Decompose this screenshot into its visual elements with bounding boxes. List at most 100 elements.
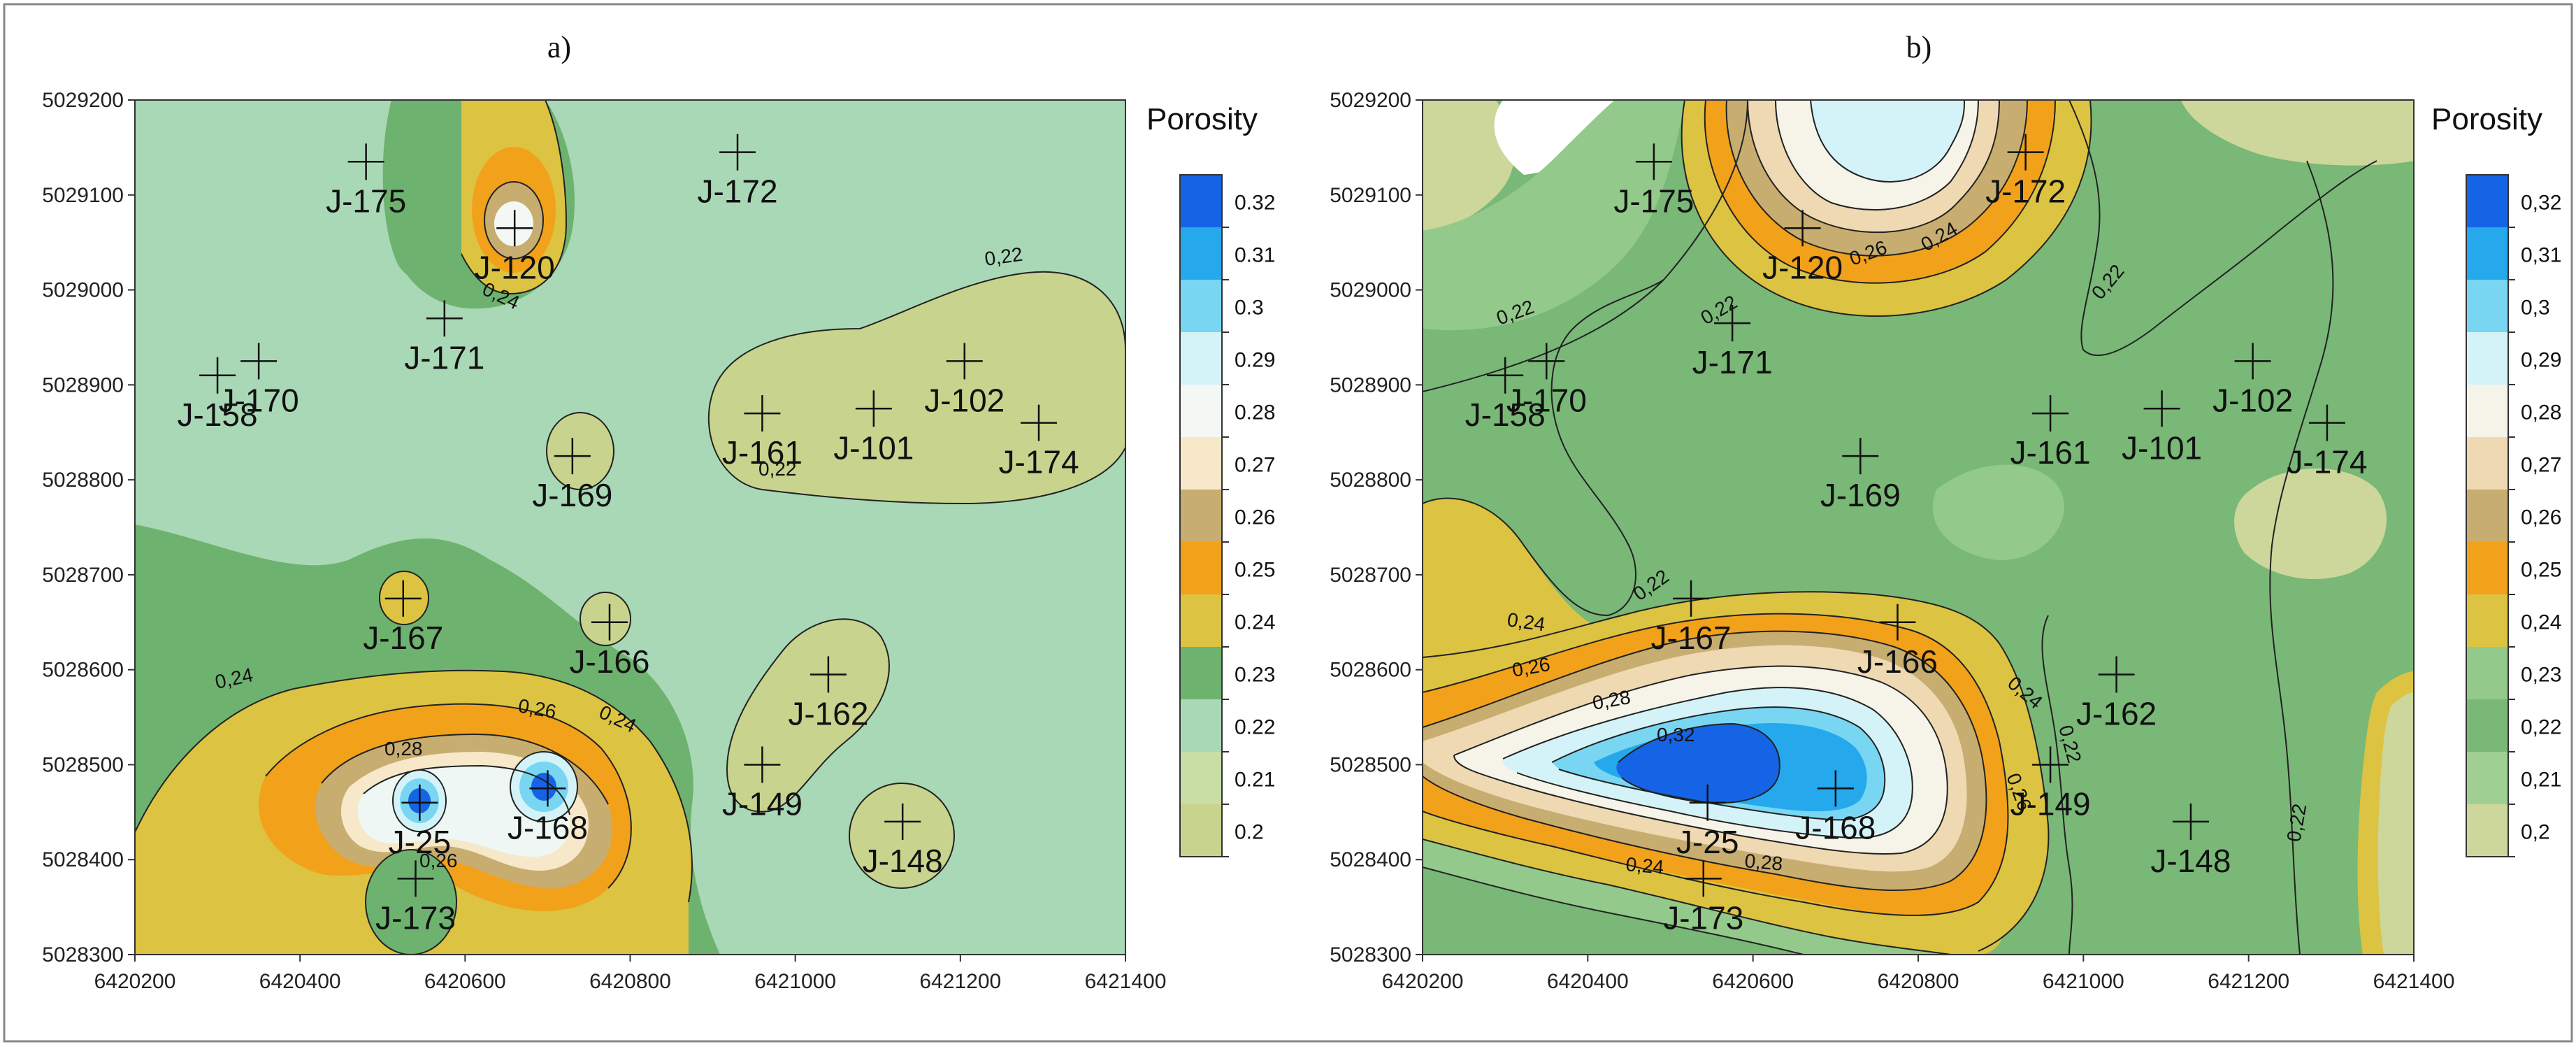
panel-a-axes: 6420200 6420400 6420600 6420800 6421000 64212…: [42, 89, 1166, 993]
x-tick-label: 6420600: [1712, 970, 1794, 993]
legend-label: 0.21: [1235, 769, 1275, 792]
legend-swatch: [2466, 752, 2508, 804]
well-label: J-102: [2212, 382, 2293, 418]
legend-swatch: [1180, 227, 1222, 280]
legend-frame: [2466, 174, 2509, 857]
well-label: J-173: [375, 899, 456, 936]
legend-label: 0.22: [1235, 716, 1275, 739]
well-label: J-169: [532, 477, 612, 513]
well-marker: J-161: [2010, 395, 2091, 471]
panel-a-title: a): [547, 30, 571, 64]
legend-swatch: [1180, 594, 1222, 647]
y-tick-label: 5028900: [1330, 373, 1411, 397]
x-tick-label: 6420200: [94, 970, 176, 993]
y-tick-label: 5028300: [1330, 943, 1411, 966]
legend-swatch: [1180, 490, 1222, 542]
well-label: J-168: [508, 809, 588, 845]
legend-swatch: [2466, 647, 2508, 699]
well-marker: J-174: [998, 404, 1079, 480]
well-label: J-174: [998, 444, 1079, 480]
x-tick-label: 6420200: [1382, 970, 1464, 993]
legend-swatch: [2466, 332, 2508, 385]
x-tick-label: 6421200: [2208, 970, 2289, 993]
well-marker: J-172: [1985, 134, 2066, 210]
well-marker: J-169: [532, 438, 612, 513]
legend-swatch: [1180, 175, 1222, 227]
legend-label: 0,25: [2521, 559, 2561, 582]
legend-label: 0,32: [2521, 192, 2561, 215]
legend-label: 0,23: [2521, 664, 2561, 687]
well-label: J-171: [1692, 344, 1773, 380]
legend-label: 0,21: [2521, 769, 2561, 792]
legend-frame: [1179, 174, 1223, 857]
legend-label: 0,24: [2521, 611, 2561, 634]
x-tick-label: 6420400: [1547, 970, 1629, 993]
well-marker: J-173: [375, 860, 456, 936]
legend-label: 0,3: [2521, 297, 2550, 320]
legend-label: 0.25: [1235, 559, 1275, 582]
legend-swatch: [1180, 332, 1222, 385]
y-tick-label: 5029000: [42, 279, 124, 302]
panel-b-axes: 6420200 6420400 6420600 6420800 6421000 64212…: [1330, 89, 2454, 993]
well-label: J-161: [2010, 434, 2091, 471]
panel-b-legend-title: Porosity: [2431, 102, 2542, 136]
well-marker: J-167: [363, 580, 443, 656]
well-label: J-161: [722, 434, 803, 471]
y-tick-label: 5029100: [1330, 184, 1411, 207]
well-marker: J-120: [475, 210, 555, 285]
well-label: J-174: [2287, 444, 2367, 480]
well-marker: J-169: [1820, 438, 1901, 513]
legend-label: 0.32: [1235, 192, 1275, 215]
well-marker: J-166: [569, 604, 650, 680]
legend-label: 0,29: [2521, 349, 2561, 372]
panel-a-contour-fill: [135, 100, 1125, 955]
well-label: J-175: [1613, 183, 1694, 219]
well-label: J-167: [1651, 620, 1732, 656]
legend-swatch: [1180, 752, 1222, 804]
well-label: J-102: [924, 382, 1005, 418]
figure-frame: [3, 3, 2573, 1043]
legend-swatch: [2466, 437, 2508, 490]
legend-label: 0,28: [2521, 401, 2561, 424]
legend-label: 0,27: [2521, 454, 2561, 477]
panel-b: b): [1330, 30, 2561, 993]
well-label: J-148: [863, 843, 943, 879]
legend-label: 0.29: [1235, 349, 1275, 372]
y-tick-label: 5028600: [42, 659, 124, 682]
well-marker: J-168: [508, 770, 588, 845]
well-label: J-162: [788, 695, 868, 732]
legend-swatch: [1180, 280, 1222, 332]
well-marker: J-175: [1613, 143, 1694, 219]
y-tick-label: 5028900: [42, 373, 124, 397]
well-marker: J-102: [2212, 343, 2293, 418]
y-tick-label: 5028800: [42, 469, 124, 492]
well-label: J-166: [1857, 643, 1938, 680]
x-tick-label: 6420600: [424, 970, 506, 993]
x-tick-label: 6421400: [2373, 970, 2455, 993]
well-label: J-169: [1820, 477, 1901, 513]
legend-swatch: [2466, 699, 2508, 752]
panel-b-title: b): [1906, 30, 1932, 64]
well-marker: J-101: [2122, 390, 2202, 466]
y-tick-label: 5028700: [1330, 564, 1411, 587]
well-label: J-170: [1506, 382, 1587, 418]
well-marker: J-172: [697, 134, 778, 210]
legend-label: 0.26: [1235, 506, 1275, 529]
well-marker: J-101: [833, 390, 914, 466]
legend-swatch: [2466, 594, 2508, 647]
well-label: J-149: [722, 785, 803, 822]
y-tick-label: 5028400: [1330, 848, 1411, 871]
well-marker: J-175: [326, 143, 406, 219]
legend-swatch: [2466, 385, 2508, 437]
y-tick-label: 5028800: [1330, 469, 1411, 492]
panel-a-legend: 0.32 0.31 0.3 0.29 0.28 0.27 0.26 0.25 0.24 0.23 0…: [1179, 174, 1275, 857]
well-marker: J-170: [1506, 343, 1587, 418]
legend-swatch: [2466, 280, 2508, 332]
well-label: J-172: [697, 173, 777, 210]
well-marker: J-149: [2010, 746, 2091, 822]
well-label: J-158: [1465, 397, 1546, 433]
legend-label: 0.2: [1235, 821, 1264, 844]
legend-label: 0.31: [1235, 244, 1275, 267]
